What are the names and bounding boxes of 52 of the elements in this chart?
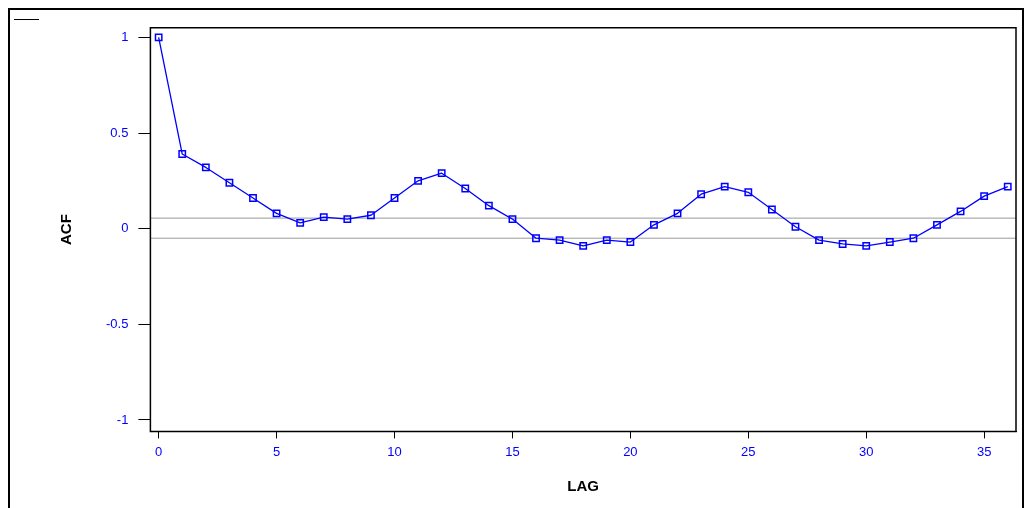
point xyxy=(555,236,564,245)
y-tick-label: 0.5 xyxy=(110,124,129,140)
point xyxy=(532,234,540,243)
point xyxy=(791,222,800,231)
point xyxy=(508,215,517,224)
point xyxy=(296,218,305,227)
point xyxy=(862,241,871,250)
y-tick-label: 1 xyxy=(121,28,129,44)
point xyxy=(956,207,965,216)
x-axis-title: LAG xyxy=(567,477,600,495)
point xyxy=(225,178,234,187)
point xyxy=(767,205,776,214)
point xyxy=(885,238,894,246)
x-tick-label: 15 xyxy=(505,443,520,459)
point xyxy=(461,184,470,193)
point xyxy=(602,236,611,245)
point xyxy=(697,190,706,199)
point xyxy=(319,213,328,222)
point xyxy=(744,188,753,197)
point xyxy=(437,169,446,178)
point xyxy=(815,236,823,245)
point xyxy=(980,192,989,201)
point xyxy=(579,241,588,250)
point xyxy=(720,182,729,191)
x-tick-label: 10 xyxy=(387,443,402,459)
point xyxy=(343,215,352,224)
point xyxy=(933,220,941,229)
y-tick-label: -0.5 xyxy=(105,315,129,331)
x-tick-label: 25 xyxy=(741,443,756,459)
point xyxy=(909,234,918,243)
point xyxy=(249,194,257,202)
x-tick-label: 5 xyxy=(272,443,281,459)
y-tick-label: 0 xyxy=(121,220,129,236)
point xyxy=(626,238,635,246)
y-axis-title: ACF xyxy=(57,214,75,246)
x-tick-label: 30 xyxy=(859,443,874,459)
point xyxy=(673,209,682,218)
point xyxy=(272,209,281,218)
point xyxy=(154,33,163,42)
point xyxy=(201,163,210,172)
point xyxy=(838,240,847,248)
x-tick-label: 20 xyxy=(623,443,638,459)
x-tick-label: 0 xyxy=(155,443,163,459)
point xyxy=(367,211,375,220)
point xyxy=(650,220,658,229)
point xyxy=(414,176,423,185)
point xyxy=(484,201,493,210)
x-tick-label: 35 xyxy=(976,443,992,459)
y-tick-label: -1 xyxy=(116,411,129,427)
point xyxy=(178,150,187,158)
point xyxy=(390,194,399,202)
point xyxy=(1003,182,1012,191)
